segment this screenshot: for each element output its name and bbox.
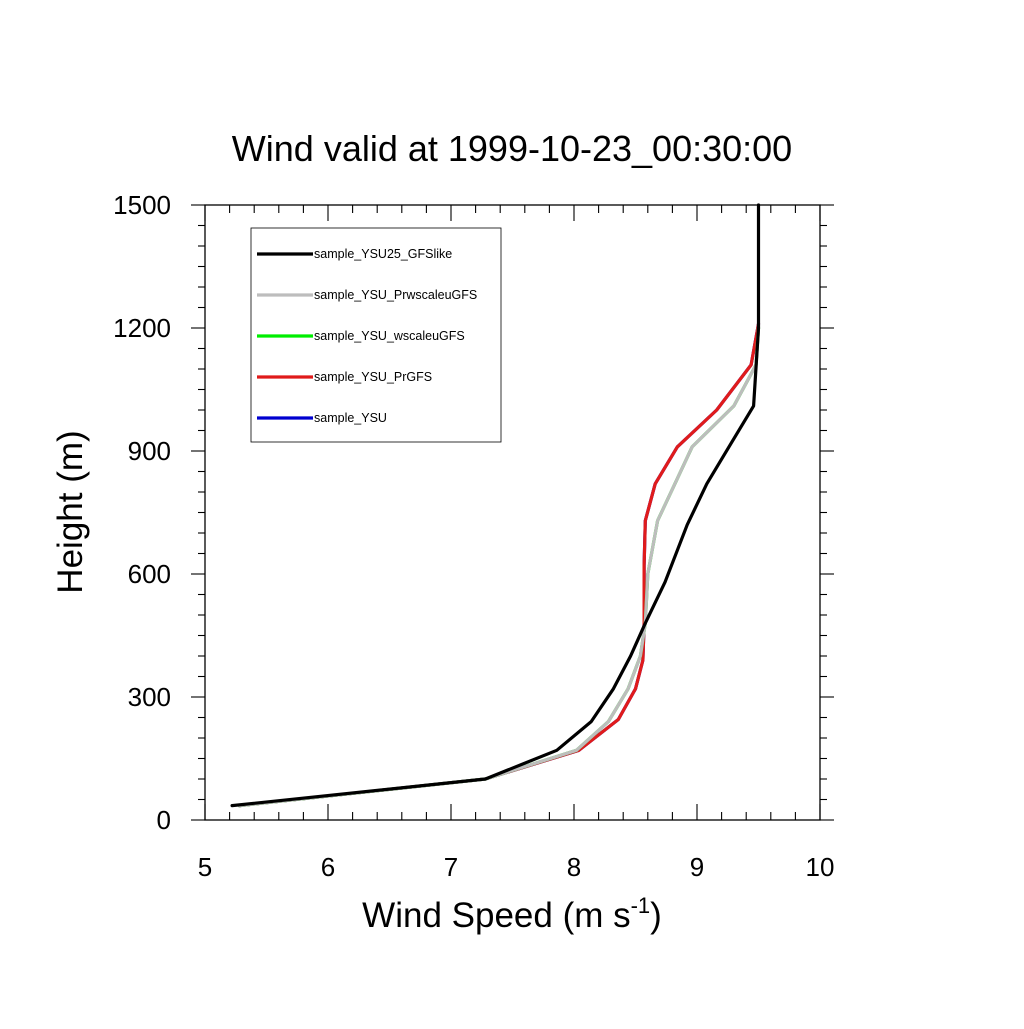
series-line-sample_YSU25_GFSlike bbox=[230, 203, 761, 808]
x-tick-label: 5 bbox=[198, 852, 212, 882]
legend-label: sample_YSU_PrwscaleuGFS bbox=[314, 288, 477, 302]
legend-label: sample_YSU_wscaleuGFS bbox=[314, 329, 465, 343]
y-axis-label: Height (m) bbox=[51, 430, 90, 593]
y-tick-label: 900 bbox=[128, 436, 171, 466]
x-tick-label: 9 bbox=[690, 852, 704, 882]
x-tick-label: 10 bbox=[806, 852, 835, 882]
series-line-sample_YSU_PrwscaleuGFS bbox=[237, 326, 761, 808]
y-tick-label: 600 bbox=[128, 559, 171, 589]
y-tick-label: 1500 bbox=[113, 190, 171, 220]
x-axis-label: Wind Speed (m s-1) bbox=[362, 893, 662, 935]
x-axis-label-superscript: -1 bbox=[631, 893, 651, 918]
y-tick-label: 1200 bbox=[113, 313, 171, 343]
legend-label: sample_YSU_PrGFS bbox=[314, 370, 432, 384]
x-axis-label-main: Wind Speed (m s bbox=[362, 896, 630, 935]
legend-label: sample_YSU bbox=[314, 411, 387, 425]
x-tick-label: 8 bbox=[567, 852, 581, 882]
series-line-sample_YSU_PrGFS bbox=[237, 322, 761, 808]
chart-title: Wind valid at 1999-10-23_00:30:00 bbox=[232, 128, 792, 169]
x-tick-label: 7 bbox=[444, 852, 458, 882]
y-tick-label: 0 bbox=[157, 805, 171, 835]
x-tick-label: 6 bbox=[321, 852, 335, 882]
legend: sample_YSU25_GFSlike sample_YSU_Prwscaleu… bbox=[250, 227, 502, 443]
legend-label: sample_YSU25_GFSlike bbox=[314, 247, 452, 261]
x-axis-label-close: ) bbox=[650, 896, 662, 935]
y-tick-label: 300 bbox=[128, 682, 171, 712]
